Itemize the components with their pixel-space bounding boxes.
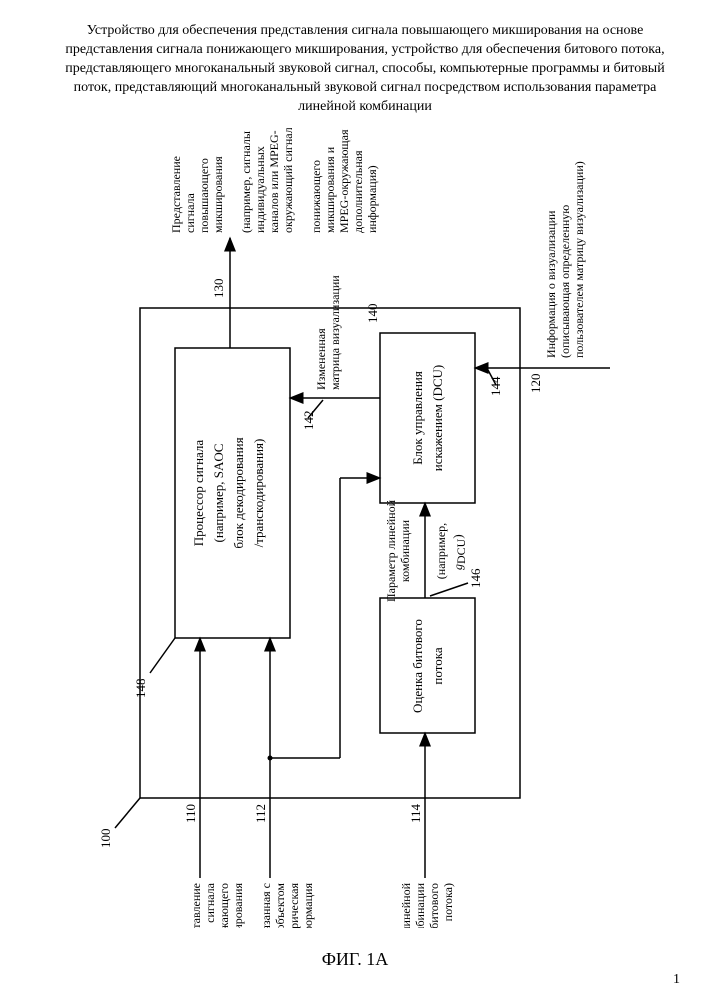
dcu-block [380,333,475,503]
in114-l1: Параметр линейной [399,882,413,928]
ref-120: 120 [528,374,543,394]
in120-l1: Информация о визуализации [544,210,558,358]
eparam-l2: комбинации [398,519,412,582]
in110-l4: микширования [231,883,245,928]
out130-p8: дополнительная [351,150,365,233]
e142-l1: Измененная [314,328,328,390]
out130-p3: каналов или MPEG- [267,130,281,233]
proc-l4: /транскодирования) [251,439,266,548]
eval-l2: потока [430,647,445,684]
out130-p5: понижающего [309,160,323,233]
out130-p7: MPEG-окружающая [337,129,351,233]
document-title: Устройство для обеспечения представления… [60,22,670,116]
e142-l2: матрица визуализации [328,275,342,390]
in110-l1: Представление [189,883,203,928]
proc-l3: блок декодирования [231,437,246,548]
eparam-l3: (например, [434,523,448,579]
in112-l3: параметрическая [287,883,301,928]
out130-p9: информация) [365,165,379,233]
page-number: 1 [673,972,680,988]
in114-l4: потока) [441,883,455,921]
ref-144: 144 [488,376,503,396]
out130-p1: (например, сигналы [239,131,253,233]
out130-l3: повышающего [197,158,211,233]
in114-l3: (элемент битового [427,883,441,928]
in112-l4: информация [301,883,315,928]
out130-l1: Представление [169,156,183,233]
out130-p6: микширования и [323,146,337,233]
ref-110: 110 [183,804,198,823]
diagram: 100 148 Процессор сигнала (например, SAO… [40,128,670,928]
ref-112: 112 [253,804,268,823]
in112-l2: объектом [273,883,287,928]
out130-l2: сигнала [183,192,197,233]
in112-l1: Связанная с [259,883,273,928]
ref-142: 142 [301,411,316,431]
in110-l2: сигнала [203,882,217,923]
in110-l3: понижающего [217,883,231,928]
ref-114: 114 [408,803,423,823]
eval-l1: Оценка битового [410,619,425,713]
ref-148: 148 [133,679,148,699]
figure-label: ФИГ. 1А [0,949,710,970]
dcu-l1: Блок управления [410,371,425,465]
ref-140: 140 [365,304,380,324]
eparam-g: gDCU) [450,534,468,570]
out130-p2: индивидуальных [253,146,267,233]
bitstream-eval-block [380,598,475,733]
out130-l4: микширования [211,156,225,233]
in114-l2: комбинации [413,882,427,928]
out130-p4: окружающий сигнал [281,128,295,233]
in120-l3: пользователем матрицу визуализации) [572,161,586,358]
in120-l2: (описывающая определенную [558,205,572,358]
dcu-l2: искажением (DCU) [430,365,445,471]
proc-l2: (например, SAOC [211,444,226,543]
eparam-l1: Параметр линейной [384,499,398,602]
proc-l1: Процессор сигнала [191,440,206,547]
ref-100: 100 [98,829,113,849]
ref-146: 146 [468,568,483,588]
ref-130: 130 [211,279,226,299]
